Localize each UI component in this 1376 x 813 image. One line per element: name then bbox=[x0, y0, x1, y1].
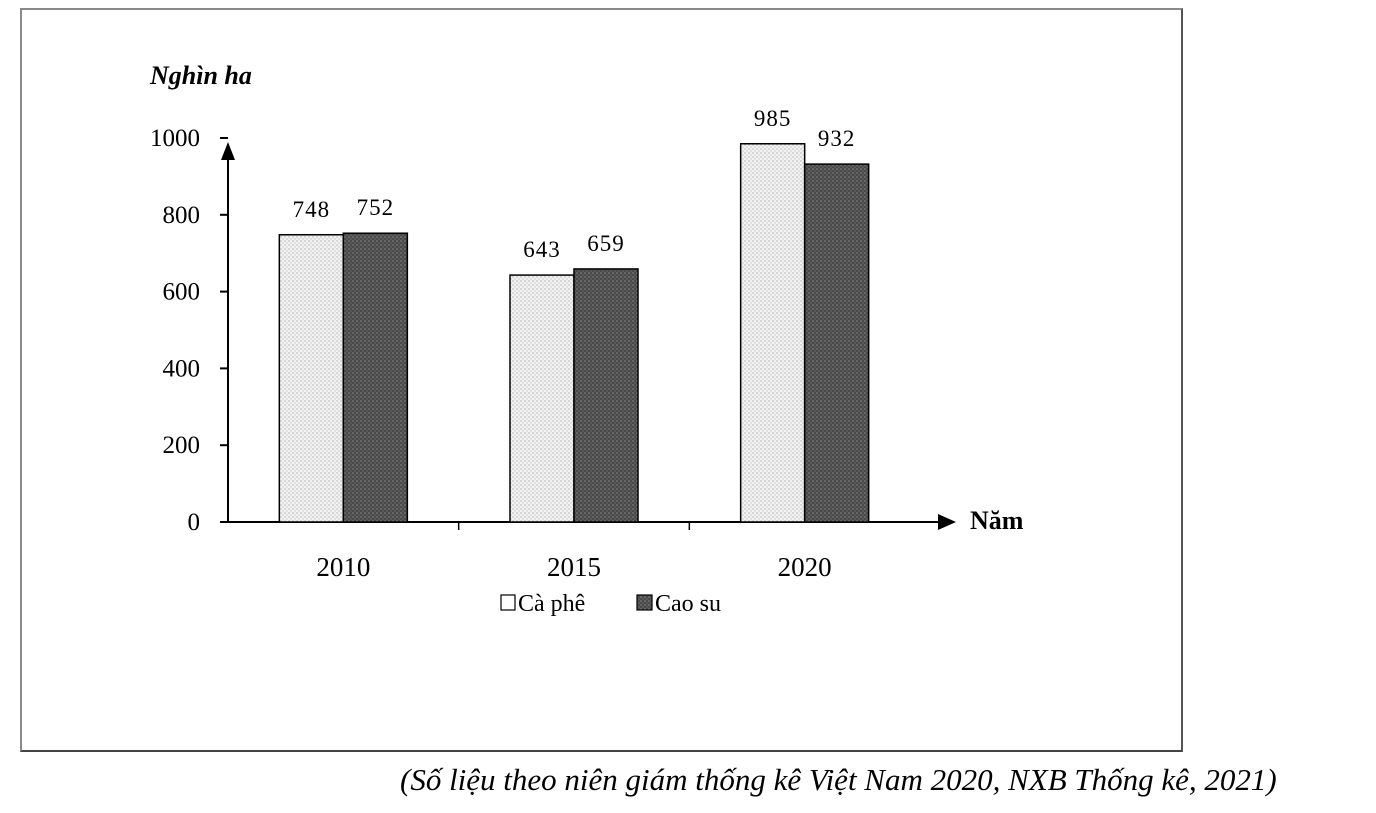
y-tick-label: 200 bbox=[163, 432, 201, 459]
x-tick-label: 2010 bbox=[316, 552, 370, 582]
axes: 0 200 400 600 800 1000 2010 2015 2020 bbox=[150, 125, 956, 582]
data-label: 932 bbox=[818, 126, 856, 151]
bars bbox=[278, 143, 870, 523]
data-label: 659 bbox=[587, 231, 625, 256]
y-tick-label: 1000 bbox=[150, 125, 200, 152]
legend-label-cao-su: Cao su bbox=[655, 591, 721, 617]
x-axis-label: Năm bbox=[970, 506, 1024, 535]
bar bbox=[278, 234, 345, 523]
y-tick-label: 0 bbox=[188, 509, 201, 536]
y-tick-label: 800 bbox=[163, 202, 201, 229]
bar bbox=[509, 274, 575, 523]
y-tick-label: 600 bbox=[163, 279, 201, 306]
data-label: 752 bbox=[357, 195, 395, 220]
data-label: 643 bbox=[523, 237, 561, 262]
legend-swatch-ca-phe bbox=[500, 594, 516, 611]
y-tick-label: 400 bbox=[163, 355, 201, 382]
bar bbox=[342, 232, 409, 523]
data-labels: 748 752 643 659 985 932 bbox=[293, 106, 856, 262]
legend-label-ca-phe: Cà phê bbox=[518, 591, 585, 617]
x-tick-label: 2020 bbox=[778, 552, 832, 582]
bar bbox=[803, 163, 870, 523]
y-axis-label: Nghìn ha bbox=[149, 61, 252, 90]
data-label: 985 bbox=[754, 106, 792, 131]
bar bbox=[739, 143, 806, 523]
x-axis-arrow bbox=[938, 514, 956, 530]
legend-swatch-cao-su bbox=[636, 594, 653, 611]
bar-chart: Nghìn ha Năm 0 200 400 600 800 1000 2010 2015 20… bbox=[149, 61, 1024, 617]
bar bbox=[573, 268, 639, 523]
source-note: (Số liệu theo niên giám thống kê Việt Na… bbox=[400, 762, 1277, 797]
x-tick-label: 2015 bbox=[547, 552, 601, 582]
legend: Cà phê Cao su bbox=[500, 591, 721, 617]
data-label: 748 bbox=[293, 197, 331, 222]
y-axis-arrow bbox=[221, 142, 235, 160]
